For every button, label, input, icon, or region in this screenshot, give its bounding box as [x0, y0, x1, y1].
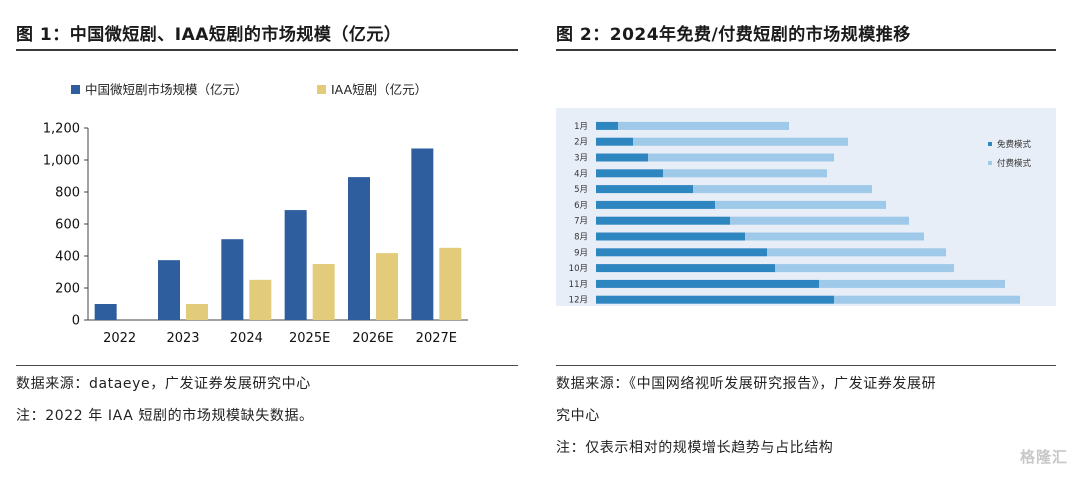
legend-swatch	[71, 85, 80, 94]
y-tick-label: 8月	[574, 233, 588, 243]
figure1-panel: 图 1：中国微短剧、IAA短剧的市场规模（亿元） 中国微短剧市场规模（亿元） IA…	[16, 0, 518, 477]
bar-paid-6月	[715, 200, 886, 209]
y-tick-label: 1月	[574, 122, 588, 132]
bar-microdrama-2024	[221, 239, 244, 320]
figure1-title-rule	[16, 49, 518, 51]
bar-paid-8月	[745, 232, 924, 241]
bar-free-12月	[596, 295, 834, 304]
y-tick-label: 3月	[574, 154, 588, 164]
figure1-y-axis: 0 200 400 600 800 1,000 1,200	[43, 122, 468, 329]
bar-iaa-2023	[186, 304, 208, 320]
bar-paid-5月	[693, 185, 872, 194]
y-tick-label: 4月	[574, 169, 588, 179]
y-tick-label: 12月	[569, 296, 588, 306]
y-tick-label: 400	[55, 250, 80, 265]
y-tick-label: 1,000	[43, 154, 80, 169]
x-tick-label: 2026E	[352, 331, 393, 346]
y-tick-label: 9月	[574, 248, 588, 258]
bar-free-5月	[596, 185, 693, 194]
bar-free-2月	[596, 137, 633, 146]
figure1-bars	[94, 148, 462, 320]
bar-paid-11月	[819, 279, 1005, 288]
figure2-source-line2: 究中心	[556, 408, 600, 424]
x-tick-label: 2023	[166, 331, 199, 346]
figure1-legend: 中国微短剧市场规模（亿元） IAA短剧（亿元）	[71, 82, 427, 97]
y-tick-label: 5月	[574, 185, 588, 195]
y-tick-label: 600	[55, 218, 80, 233]
bar-free-6月	[596, 200, 715, 209]
bar-microdrama-2026E	[348, 177, 370, 320]
bar-microdrama-2022	[94, 304, 117, 320]
legend-swatch	[988, 161, 992, 165]
bar-microdrama-2023	[158, 260, 180, 320]
figure2-panel: 图 2：2024年免费/付费短剧的市场规模推移 1月 2月 3月 4月 5月 6月 7月 8月…	[556, 0, 1056, 477]
y-tick-label: 2月	[574, 138, 588, 148]
bar-paid-12月	[834, 295, 1020, 304]
figure2-bars	[596, 121, 1020, 304]
bar-paid-4月	[663, 169, 827, 178]
bar-paid-9月	[767, 248, 946, 257]
bar-free-3月	[596, 153, 648, 162]
figure2-note: 注：仅表示相对的规模增长趋势与占比结构	[556, 440, 834, 456]
x-tick-label: 2024	[230, 331, 263, 346]
legend-label: 免费模式	[997, 139, 1032, 150]
x-tick-label: 2022	[103, 331, 136, 346]
bar-free-8月	[596, 232, 745, 241]
bar-free-7月	[596, 216, 730, 225]
bar-free-11月	[596, 279, 819, 288]
watermark-logo: 格隆汇	[1019, 448, 1068, 466]
y-tick-label: 0	[72, 314, 80, 329]
figure2-title-rule	[556, 49, 1056, 51]
legend-label: 中国微短剧市场规模（亿元）	[85, 82, 248, 97]
figure1-source: 数据来源：dataeye，广发证券发展研究中心	[16, 376, 311, 392]
bar-iaa-2027E	[439, 247, 462, 320]
figure2-source-line1: 数据来源：《中国网络视听发展研究报告》，广发证券发展研	[556, 376, 937, 392]
legend-label: IAA短剧（亿元）	[331, 82, 427, 97]
legend-swatch	[988, 142, 992, 146]
bar-paid-1月	[618, 121, 789, 130]
bar-paid-2月	[633, 137, 848, 146]
y-tick-label: 6月	[574, 201, 588, 211]
figure1-title: 图 1：中国微短剧、IAA短剧的市场规模（亿元）	[16, 25, 402, 45]
bar-paid-10月	[775, 264, 954, 273]
bar-free-1月	[596, 121, 618, 130]
x-tick-label: 2025E	[289, 331, 330, 346]
figure1-x-axis: 2022 2023 2024 2025E 2026E 2027E	[103, 331, 457, 346]
figure1-footer-rule	[16, 365, 518, 366]
y-tick-label: 7月	[574, 217, 588, 227]
bar-free-4月	[596, 169, 663, 178]
figure1-note: 注：2022 年 IAA 短剧的市场规模缺失数据。	[16, 408, 314, 424]
figure2-footer-rule	[556, 365, 1056, 366]
y-tick-label: 1,200	[43, 122, 80, 137]
bar-free-10月	[596, 264, 775, 273]
figure1-chart: 中国微短剧市场规模（亿元） IAA短剧（亿元） 0 200 400 600 800 1,00…	[43, 82, 468, 346]
bar-iaa-2026E	[376, 253, 398, 320]
bar-microdrama-2027E	[411, 148, 434, 320]
bar-free-9月	[596, 248, 767, 257]
y-tick-label: 800	[55, 186, 80, 201]
bar-iaa-2025E	[312, 264, 335, 320]
bar-iaa-2024	[249, 279, 272, 320]
y-tick-label: 200	[55, 282, 80, 297]
bar-paid-3月	[648, 153, 834, 162]
y-tick-label: 10月	[569, 264, 588, 274]
bar-paid-7月	[730, 216, 909, 225]
x-tick-label: 2027E	[416, 331, 457, 346]
legend-swatch	[317, 85, 326, 94]
figure2-y-axis: 1月 2月 3月 4月 5月 6月 7月 8月 9月 10月 11月 12月	[569, 122, 588, 306]
bar-microdrama-2025E	[284, 210, 307, 320]
legend-label: 付费模式	[997, 158, 1032, 169]
y-tick-label: 11月	[569, 280, 588, 290]
figure2-title: 图 2：2024年免费/付费短剧的市场规模推移	[556, 25, 911, 45]
